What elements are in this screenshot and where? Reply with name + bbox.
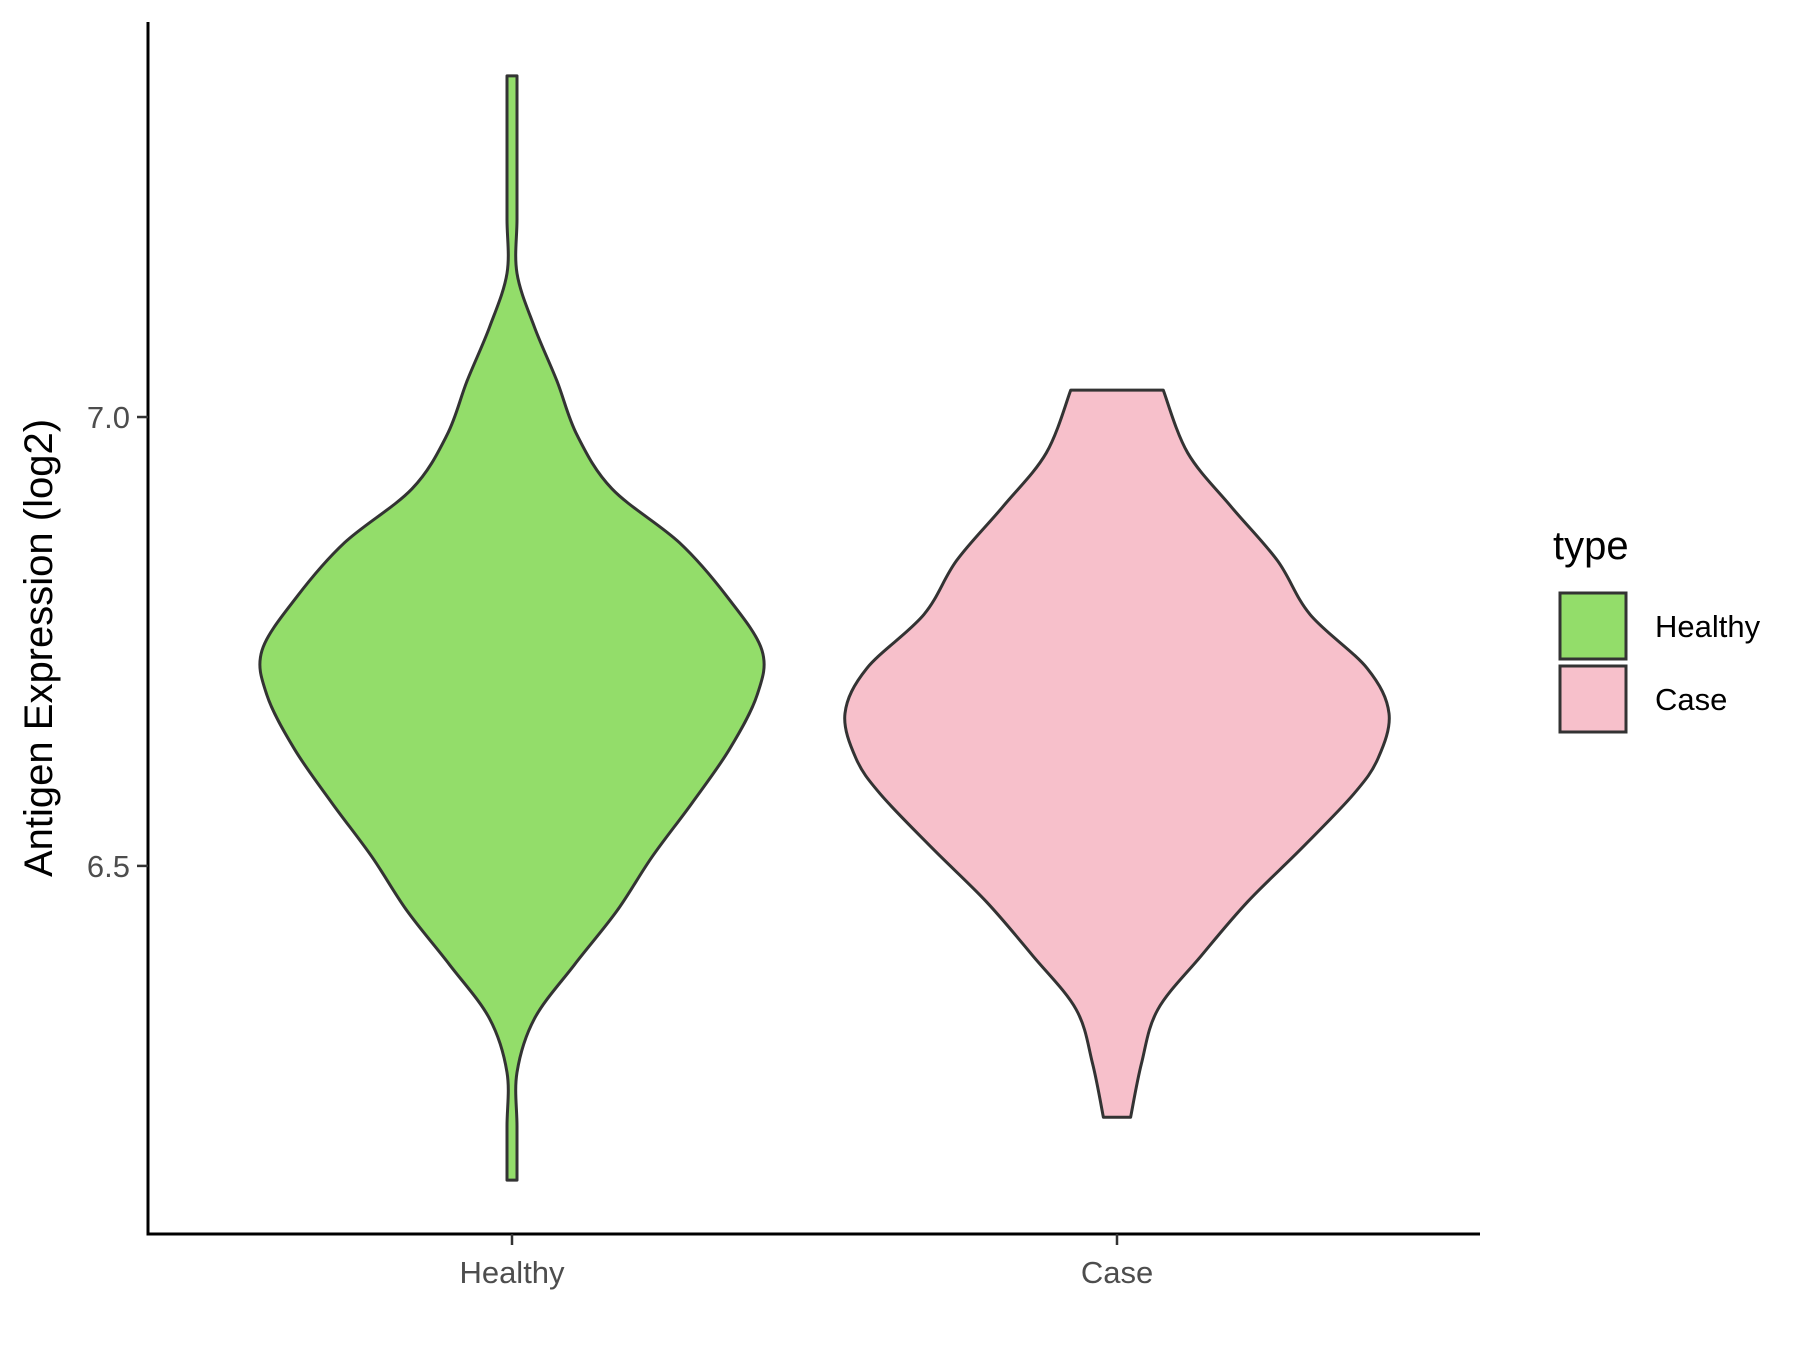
violin-healthy xyxy=(258,74,766,1182)
legend-title: type xyxy=(1553,524,1629,568)
x-axis-ticks: Healthy Case xyxy=(459,1234,1153,1290)
x-tick-label: Healthy xyxy=(459,1255,565,1290)
y-axis-ticks: 6.5 7.0 xyxy=(87,400,148,884)
y-tick-label: 7.0 xyxy=(87,400,130,435)
legend-label-healthy: Healthy xyxy=(1655,609,1761,644)
y-tick-label: 6.5 xyxy=(87,849,130,884)
legend-entries: Healthy Case xyxy=(1558,591,1761,734)
plot-area xyxy=(258,74,1391,1182)
legend-key-healthy xyxy=(1558,591,1628,661)
legend: type Healthy Case xyxy=(1553,524,1761,734)
legend-label-case: Case xyxy=(1655,682,1727,717)
x-tick-label: Case xyxy=(1081,1255,1153,1290)
y-axis-title: Antigen Expression (log2) xyxy=(17,419,61,877)
violin-case xyxy=(843,388,1391,1119)
legend-key-case xyxy=(1558,664,1628,734)
